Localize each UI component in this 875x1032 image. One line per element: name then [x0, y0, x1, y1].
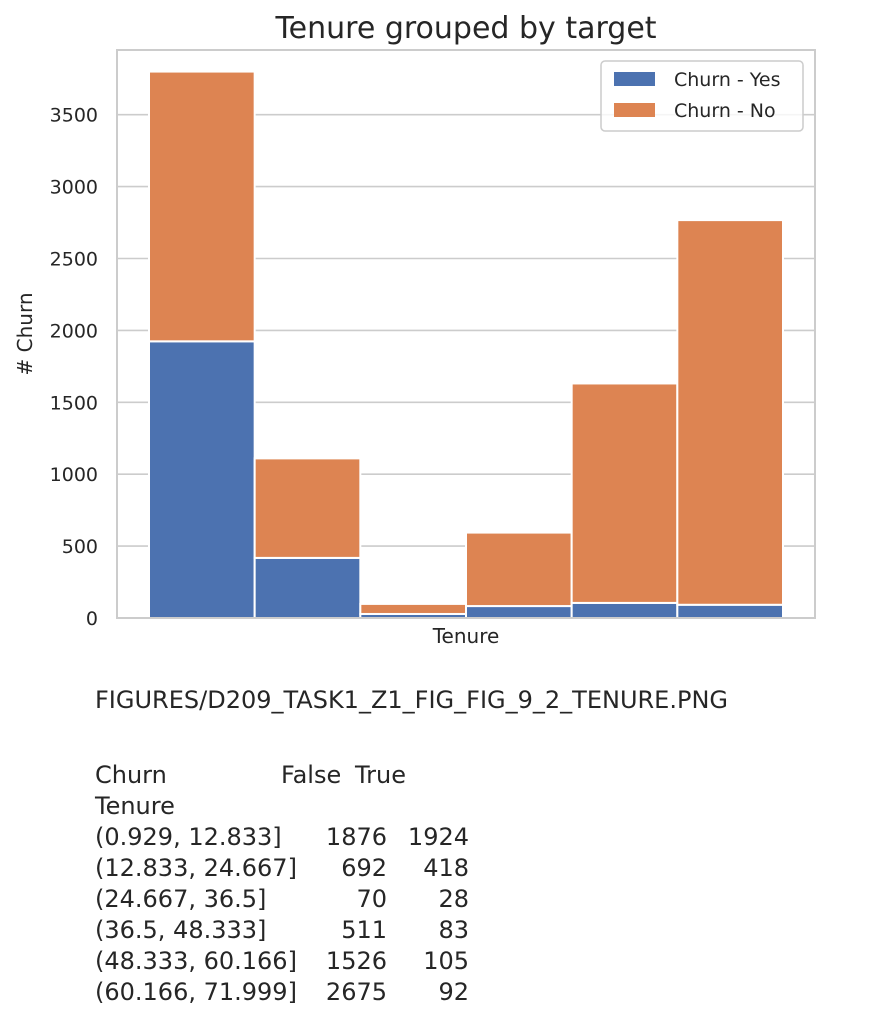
- bar-churn-no: [465, 531, 573, 608]
- crosstab-header-row: Churn False True: [95, 760, 406, 791]
- crosstab-index-row: Tenure: [95, 791, 175, 822]
- x-axis-label: Tenure: [432, 624, 500, 648]
- crosstab-table: Churn False True Tenure (0.929, 12.833] 1…: [95, 760, 469, 1008]
- legend-swatch: [614, 103, 655, 117]
- crosstab-row-label: (12.833, 24.667]: [95, 854, 297, 882]
- crosstab-cell-true: 83: [438, 916, 469, 944]
- bars: [148, 70, 784, 620]
- crosstab-row-label: (36.5, 48.333]: [95, 916, 267, 944]
- crosstab-column-name: Churn: [95, 761, 167, 789]
- crosstab-cell-true: 92: [438, 978, 469, 1006]
- y-tick-label: 1500: [50, 392, 98, 414]
- bar-churn-no: [676, 219, 784, 606]
- crosstab-cell-false: 692: [341, 854, 387, 882]
- crosstab-cell-false: 70: [356, 885, 387, 913]
- bar-churn-yes: [465, 605, 573, 620]
- bar-churn-yes: [676, 603, 784, 619]
- bar-churn-no: [148, 70, 256, 343]
- y-tick-label: 3000: [50, 177, 98, 199]
- y-tick-label: 500: [62, 536, 98, 558]
- crosstab-index-name: Tenure: [95, 792, 175, 820]
- crosstab-row: (48.333, 60.166] 1526 105: [95, 946, 469, 977]
- crosstab-row: (24.667, 36.5] 70 28: [95, 884, 469, 915]
- legend: Churn - Yes Churn - No: [600, 60, 804, 132]
- chart-title: Tenure grouped by target: [274, 11, 656, 46]
- crosstab-row-label: (60.166, 71.999]: [95, 978, 297, 1006]
- crosstab-row-label: (48.333, 60.166]: [95, 947, 297, 975]
- plot-frame: [116, 49, 816, 619]
- crosstab-cell-false: 511: [341, 916, 387, 944]
- y-tick-label: 1000: [50, 464, 98, 486]
- legend-label: Churn - No: [674, 100, 776, 122]
- crosstab-cell-true: 28: [438, 885, 469, 913]
- y-tick-labels: 0 500 1000 1500 2000 2500 3000 3500: [50, 105, 98, 630]
- crosstab-cell-false: 2675: [325, 978, 387, 1006]
- bar-churn-yes: [253, 556, 362, 619]
- figure-path: FIGURES/D209_TASK1_Z1_FIG_FIG_9_2_TENURE…: [95, 686, 728, 714]
- y-axis-label: # Churn: [13, 293, 37, 376]
- legend-label: Churn - Yes: [674, 69, 780, 91]
- legend-swatch: [614, 72, 655, 86]
- bar-churn-no: [359, 602, 468, 615]
- crosstab-cell-true: 418: [423, 854, 469, 882]
- crosstab-header-false: False: [281, 761, 342, 789]
- crosstab-row: (36.5, 48.333] 511 83: [95, 915, 469, 946]
- crosstab-cell-true: 1924: [407, 823, 469, 851]
- bar-churn-no: [570, 382, 679, 604]
- crosstab-row: (60.166, 71.999] 2675 92: [95, 977, 469, 1008]
- crosstab-row-label: (24.667, 36.5]: [95, 885, 267, 913]
- crosstab-header-true: True: [355, 761, 406, 789]
- crosstab-row: (12.833, 24.667] 692 418: [95, 853, 469, 884]
- bar-churn-no: [253, 457, 362, 559]
- y-tick-label: 0: [86, 608, 98, 630]
- y-tick-label: 2000: [50, 320, 98, 342]
- crosstab-cell-false: 1526: [325, 947, 387, 975]
- crosstab-row: (0.929, 12.833] 1876 1924: [95, 822, 469, 853]
- bar-churn-yes: [148, 340, 256, 619]
- crosstab-cell-false: 1876: [325, 823, 387, 851]
- y-tick-label: 3500: [50, 105, 98, 127]
- y-tick-label: 2500: [50, 249, 98, 271]
- bar-churn-yes: [570, 601, 679, 619]
- crosstab-row-label: (0.929, 12.833]: [95, 823, 282, 851]
- crosstab-body: (0.929, 12.833] 1876 1924 (12.833, 24.667] 6…: [95, 822, 469, 1008]
- stacked-bar-chart: Tenure grouped by target 0 500 1000 1500 200…: [13, 11, 816, 648]
- crosstab-cell-true: 105: [423, 947, 469, 975]
